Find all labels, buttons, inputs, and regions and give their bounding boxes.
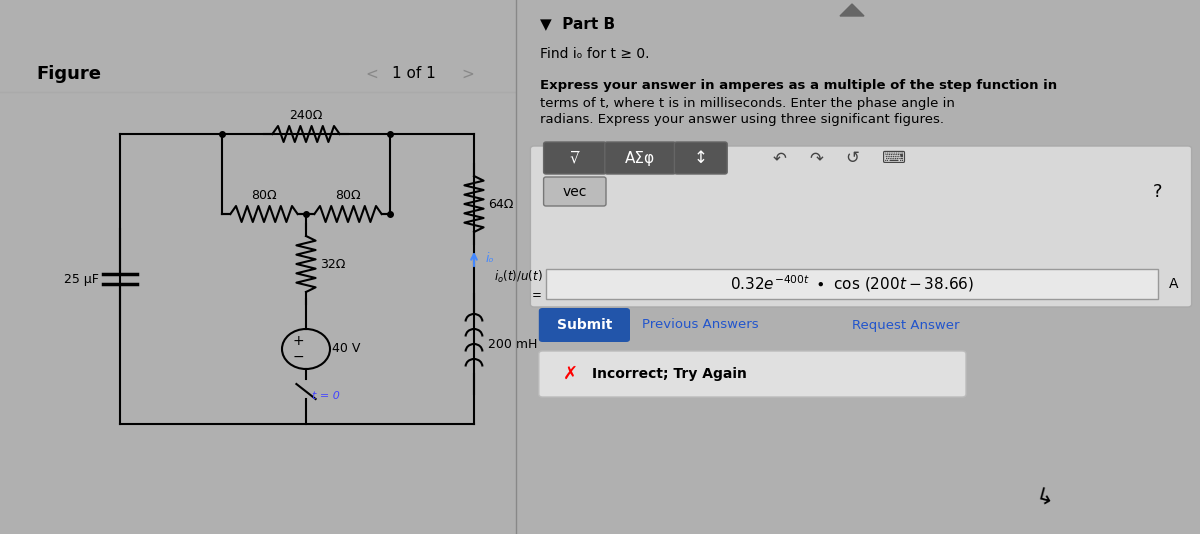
Text: Express your answer in amperes as a multiple of the step function in: Express your answer in amperes as a mult… bbox=[540, 80, 1057, 92]
Text: Submit: Submit bbox=[557, 318, 612, 332]
Text: ▼  Part B: ▼ Part B bbox=[540, 17, 616, 32]
Text: ↕: ↕ bbox=[694, 149, 708, 167]
Text: 240Ω: 240Ω bbox=[289, 109, 323, 122]
Text: ⌨: ⌨ bbox=[882, 149, 906, 167]
Text: $i_o(t)/u(t)$
$=$: $i_o(t)/u(t)$ $=$ bbox=[493, 269, 542, 300]
Text: Incorrect; Try Again: Incorrect; Try Again bbox=[592, 367, 746, 381]
Text: >: > bbox=[462, 67, 474, 82]
Text: 1 of 1: 1 of 1 bbox=[392, 67, 436, 82]
Text: √̅: √̅ bbox=[570, 151, 580, 166]
FancyBboxPatch shape bbox=[530, 146, 1192, 307]
Text: ↷: ↷ bbox=[809, 149, 823, 167]
Text: $0.32e^{-400t}\ \bullet\ \cos\,(200t - 38.66)$: $0.32e^{-400t}\ \bullet\ \cos\,(200t - 3… bbox=[730, 273, 974, 294]
Text: A: A bbox=[1169, 277, 1178, 291]
FancyBboxPatch shape bbox=[674, 142, 727, 174]
Text: ?: ? bbox=[1153, 183, 1163, 201]
FancyBboxPatch shape bbox=[539, 308, 630, 342]
Text: ↺: ↺ bbox=[845, 149, 859, 167]
Text: iₒ: iₒ bbox=[486, 253, 494, 265]
Text: radians. Express your answer using three significant figures.: radians. Express your answer using three… bbox=[540, 114, 944, 127]
FancyBboxPatch shape bbox=[605, 142, 676, 174]
Text: Request Answer: Request Answer bbox=[852, 318, 960, 332]
Text: 25 μF: 25 μF bbox=[64, 272, 98, 286]
Text: t = 0: t = 0 bbox=[312, 391, 340, 401]
Text: 40 V: 40 V bbox=[332, 342, 361, 356]
Text: 80Ω: 80Ω bbox=[251, 189, 277, 202]
FancyBboxPatch shape bbox=[544, 177, 606, 206]
Text: 32Ω: 32Ω bbox=[320, 257, 346, 271]
Text: −: − bbox=[293, 350, 305, 364]
Text: Find iₒ for t ≥ 0.: Find iₒ for t ≥ 0. bbox=[540, 47, 649, 61]
FancyBboxPatch shape bbox=[544, 142, 606, 174]
Text: ✗: ✗ bbox=[563, 365, 577, 383]
Text: 64Ω: 64Ω bbox=[488, 198, 514, 210]
Text: ↶: ↶ bbox=[773, 149, 787, 167]
Text: 200 mH: 200 mH bbox=[488, 337, 538, 350]
Text: AΣφ: AΣφ bbox=[624, 151, 655, 166]
Text: +: + bbox=[293, 334, 305, 348]
Polygon shape bbox=[840, 4, 864, 16]
Text: Figure: Figure bbox=[36, 65, 101, 83]
Text: terms of t, where t is in milliseconds. Enter the phase angle in: terms of t, where t is in milliseconds. … bbox=[540, 97, 955, 109]
Text: <: < bbox=[366, 67, 378, 82]
Text: vec: vec bbox=[563, 185, 587, 199]
Text: Previous Answers: Previous Answers bbox=[642, 318, 758, 332]
FancyBboxPatch shape bbox=[546, 269, 1158, 299]
Text: 80Ω: 80Ω bbox=[335, 189, 361, 202]
Text: ↳: ↳ bbox=[1032, 487, 1056, 511]
FancyBboxPatch shape bbox=[539, 351, 966, 397]
